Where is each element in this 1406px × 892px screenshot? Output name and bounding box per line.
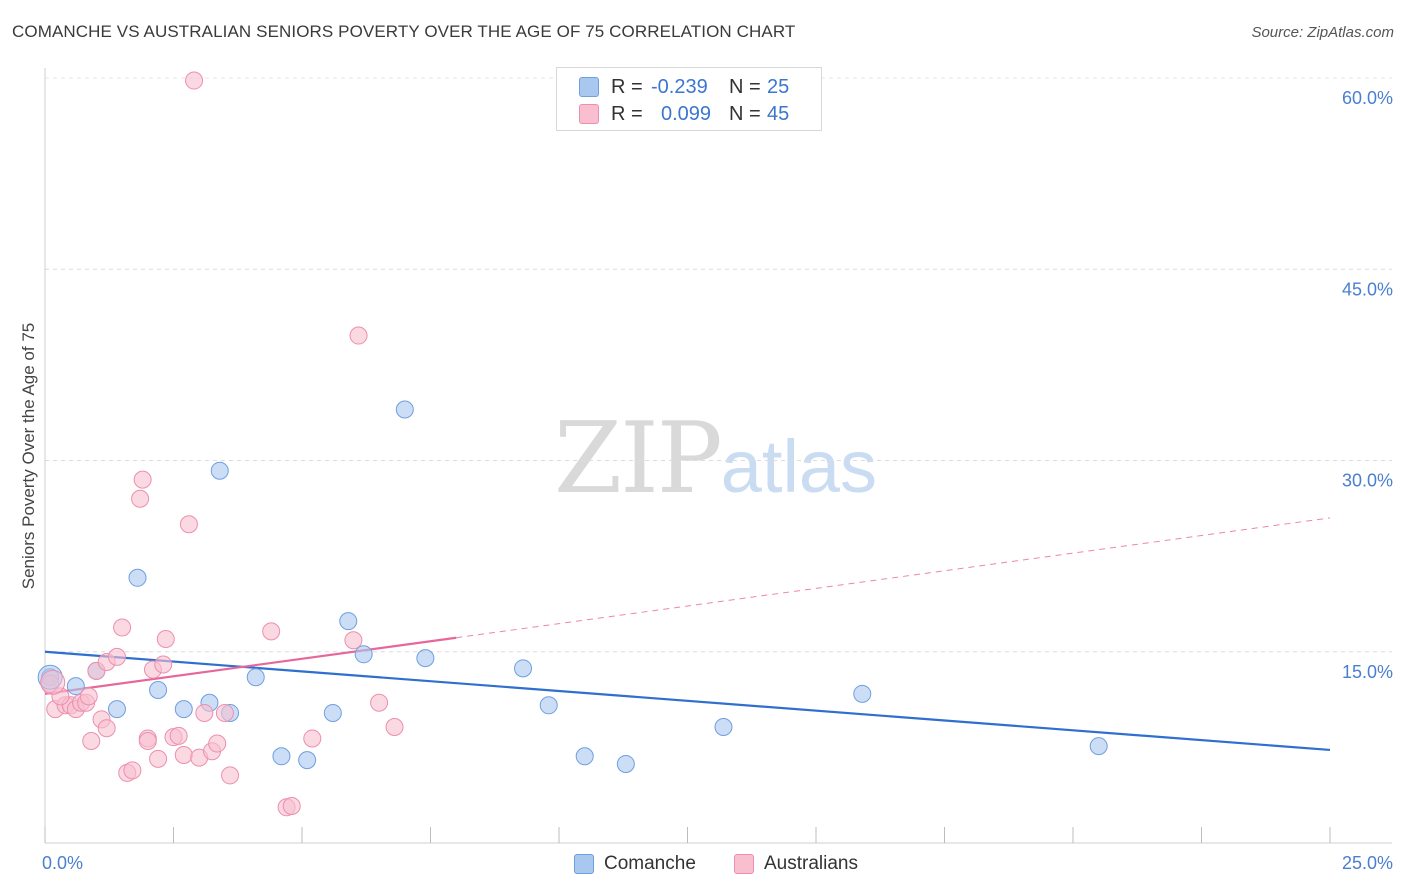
point-australians	[303, 729, 322, 748]
chart-title: COMANCHE VS AUSTRALIAN SENIORS POVERTY O…	[12, 22, 796, 41]
watermark-atlas: atlas	[720, 425, 878, 508]
point-australians	[385, 717, 404, 736]
tick-labels: 15.0% 30.0% 45.0% 60.0% 0.0% 25.0%	[42, 88, 1393, 873]
trend-line-australians	[44, 636, 457, 695]
point-comanche	[714, 717, 733, 736]
legend-n-label: N =	[729, 75, 761, 98]
axes	[44, 68, 1392, 844]
point-comanche	[539, 696, 558, 715]
trend-lines	[44, 517, 1331, 752]
legend-n-value: 45	[767, 102, 790, 125]
y-tick-label: 60.0%	[1342, 88, 1393, 108]
point-australians	[156, 630, 175, 648]
legend-r-value: -0.239	[651, 75, 708, 98]
point-comanche	[339, 612, 358, 631]
point-australians-large	[40, 669, 66, 695]
point-australians	[82, 732, 101, 750]
point-australians	[349, 326, 368, 345]
point-comanche	[210, 461, 229, 480]
point-australians	[149, 749, 168, 768]
point-comanche	[323, 703, 342, 722]
point-comanche	[272, 747, 291, 766]
point-australians	[185, 71, 204, 90]
bottom-legend-label-australians: Australians	[764, 853, 858, 874]
legend-r-label: R =	[611, 75, 643, 98]
legend-n-value: 25	[767, 75, 790, 98]
watermark: ZIPatlas	[554, 402, 877, 516]
point-comanche	[128, 568, 147, 587]
point-comanche	[246, 668, 265, 687]
grid-lines	[45, 77, 1392, 653]
point-comanche	[354, 645, 373, 664]
legend-row-australians: R = 0.099 N = 45	[579, 101, 789, 127]
point-australians	[215, 703, 234, 722]
bottom-legend-swatch-australians	[734, 854, 754, 874]
legend-r-value: 0.099	[661, 102, 712, 125]
point-australians	[97, 719, 116, 738]
x-tick-label: 0.0%	[42, 853, 83, 873]
point-australians	[154, 655, 173, 674]
point-comanche	[514, 659, 533, 678]
point-australians	[262, 622, 281, 641]
trend-extension-australians	[456, 517, 1331, 639]
bottom-legend-label-comanche: Comanche	[604, 853, 696, 874]
y-tick-label: 45.0%	[1342, 279, 1393, 299]
bottom-legend-australians: Australians	[734, 852, 858, 876]
point-comanche	[174, 700, 193, 719]
trend-line-comanche	[44, 650, 1331, 752]
point-australians	[282, 797, 301, 816]
point-australians	[138, 732, 157, 750]
y-tick-label: 15.0%	[1342, 662, 1393, 682]
point-australians	[208, 734, 227, 753]
bottom-legend-swatch-comanche	[574, 854, 594, 874]
point-australians	[113, 618, 132, 637]
point-comanche	[416, 649, 435, 668]
point-comanche	[575, 747, 594, 766]
point-comanche	[298, 751, 317, 770]
point-comanche	[66, 677, 85, 696]
point-comanche	[1089, 737, 1108, 756]
point-australians	[221, 766, 240, 785]
point-australians	[179, 515, 198, 534]
point-comanche	[616, 754, 635, 773]
point-australians	[169, 726, 188, 745]
point-australians	[131, 489, 150, 508]
bottom-legend-comanche: Comanche	[574, 852, 696, 876]
point-australians	[79, 687, 98, 706]
legend-swatch-comanche	[579, 77, 599, 97]
data-points	[37, 71, 1108, 817]
y-axis-label: Seniors Poverty Over the Age of 75	[19, 323, 38, 589]
legend-n-label: N =	[729, 102, 761, 125]
point-australians	[370, 693, 389, 712]
point-comanche	[395, 400, 414, 419]
point-australians	[174, 746, 193, 765]
point-comanche	[149, 681, 168, 699]
x-tick-label: 25.0%	[1342, 853, 1393, 873]
point-comanche	[107, 700, 126, 719]
point-comanche	[853, 684, 872, 703]
watermark-zip: ZIP	[554, 402, 723, 516]
legend-r-label: R =	[611, 102, 643, 125]
point-australians	[107, 647, 126, 666]
point-australians	[133, 470, 152, 489]
y-tick-label: 30.0%	[1342, 471, 1393, 491]
legend-row-comanche: R = -0.239 N = 25	[579, 74, 789, 100]
point-australians	[123, 761, 142, 780]
correlation-legend: R = -0.239 N = 25 R = 0.099 N = 45	[556, 67, 822, 131]
legend-swatch-australians	[579, 104, 599, 124]
source-label: Source: ZipAtlas.com	[1251, 24, 1394, 41]
point-australians	[195, 703, 214, 722]
point-australians	[344, 631, 363, 650]
